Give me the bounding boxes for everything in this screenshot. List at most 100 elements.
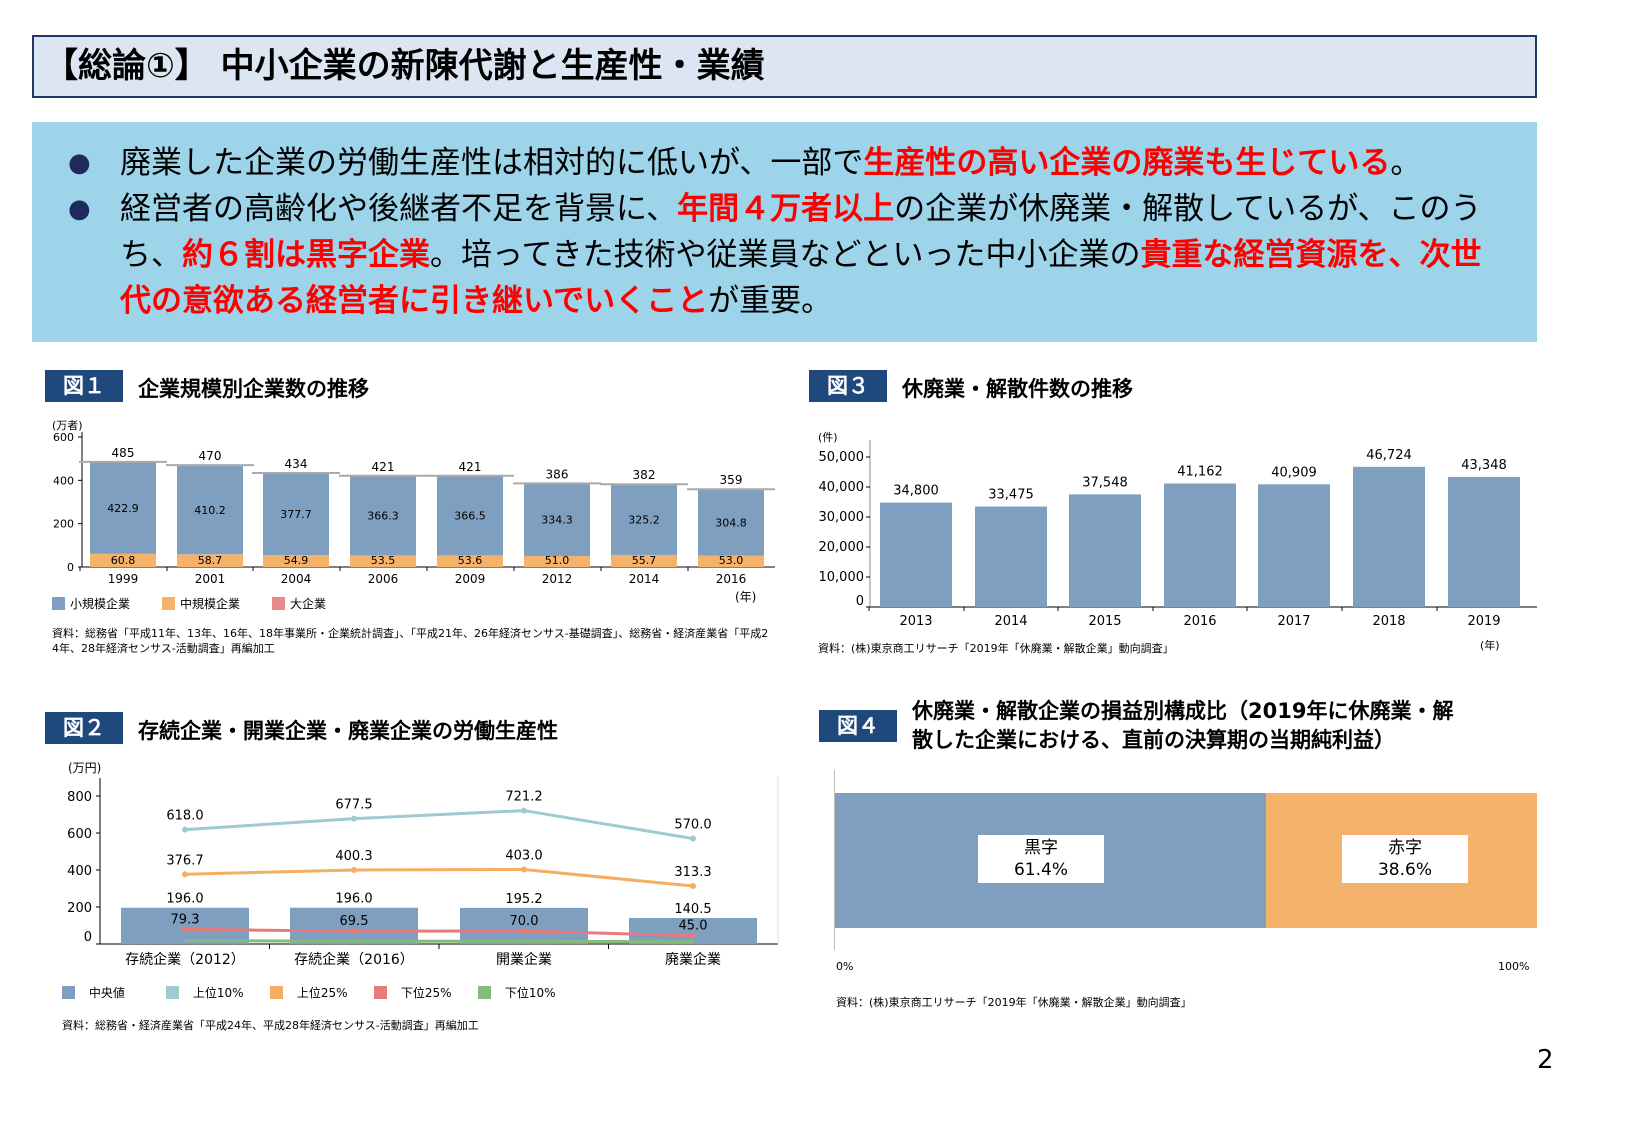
fig2-point-label: 79.3: [171, 912, 200, 927]
fig2-line-上位25%: [184, 867, 694, 888]
fig1-ylabel: (万者): [52, 419, 83, 432]
fig2-ytick-label: 200: [67, 901, 92, 916]
fig3-value-label: 34,800: [893, 484, 939, 499]
fig1-xtick-label: 2016: [716, 572, 747, 586]
fig1-small-label: 410.2: [194, 504, 226, 517]
fig2-point: [351, 866, 357, 873]
fig3-title: 休廃業・解散件数の推移: [902, 377, 1133, 401]
fig1-bar-medium: [90, 553, 156, 567]
fig4-tick-0: 0%: [836, 960, 854, 973]
fig3-value-label: 40,909: [1271, 465, 1317, 480]
fig2-xtick-label: 廃業企業: [665, 951, 721, 968]
fig2-point-label: 618.0: [166, 809, 203, 824]
fig1-bar-small: [177, 465, 243, 555]
fig1-medium-label: 51.0: [545, 554, 570, 567]
fig1-small-label: 366.5: [454, 510, 486, 523]
fig2-xtick-label: 開業企業: [496, 951, 552, 968]
fig3-xtick-label: 2017: [1277, 614, 1310, 629]
fig1-ytick-label: 400: [53, 474, 74, 487]
fig1-bar-medium: [177, 554, 243, 567]
fig1-xtick-label: 2012: [542, 572, 573, 586]
fig3-xtick-label: 2014: [994, 614, 1027, 629]
fig1-bar-small: [263, 473, 329, 556]
fig3-xtick-label: 2019: [1467, 614, 1500, 629]
fig1-xtick-label: 1999: [108, 572, 139, 586]
fig2-point-label: 313.3: [674, 865, 711, 880]
fig1-total-label: 382: [633, 468, 656, 482]
fig2-median-label: 195.2: [505, 892, 542, 907]
fig2-bar-median: [460, 907, 588, 944]
fig2-point-label: 403.0: [505, 848, 542, 863]
fig2-point: [182, 926, 188, 933]
fig1-bar-medium: [611, 554, 677, 567]
fig4-label-profit: 黒字 61.4%: [978, 835, 1104, 883]
fig1-xtick-label: 2006: [368, 572, 399, 586]
bullet-segment: が重要。: [708, 283, 833, 319]
fig1-legend-small: 小規模企業: [52, 595, 130, 612]
fig3-bar: [975, 506, 1047, 607]
fig2-ylabel: (万円): [68, 761, 102, 775]
bullet-2-text: 経営者の高齢化や後継者不足を背景に、年間４万者以上の企業が休廃業・解散しているが…: [120, 186, 1510, 324]
fig2-line-下位10%: [184, 939, 694, 944]
fig1-xtick-label: 2014: [629, 572, 660, 586]
fig4-label: 図４: [819, 710, 897, 742]
fig1-total-label: 359: [720, 473, 743, 487]
fig3-xtick-label: 2015: [1088, 614, 1121, 629]
fig3-value-label: 37,548: [1082, 475, 1128, 490]
fig3-bar: [1069, 494, 1141, 607]
fig4-title-line2: 散した企業における、直前の決算期の当期純利益）: [912, 728, 1395, 752]
fig1-bar-small: [524, 483, 590, 556]
fig4-axis: [834, 770, 835, 950]
fig1-bar-small: [350, 476, 416, 556]
fig2-ytick-label: 800: [67, 790, 92, 805]
fig2-median-label: 196.0: [166, 892, 203, 907]
fig3-label: 図３: [809, 370, 887, 402]
bullet-segment: 年間４万者以上: [677, 191, 895, 227]
fig1-bar-small: [437, 475, 503, 556]
fig1-total-label: 434: [285, 457, 308, 471]
fig2-title: 存続企業・開業企業・廃業企業の労働生産性: [138, 719, 558, 743]
fig2-label: 図２: [45, 712, 123, 744]
fig1-label: 図１: [45, 370, 123, 402]
bullet-segment: 。: [1390, 145, 1422, 181]
bullet-segment: 廃業した企業の労働生産性は相対的に低いが、一部で: [120, 145, 864, 181]
fig2-point: [351, 928, 357, 935]
fig2-point: [521, 866, 527, 873]
fig1-medium-label: 53.5: [371, 554, 396, 567]
fig2-point: [182, 871, 188, 878]
bullet-segment: 貴重な経営資源を、次世代の意欲ある経営者に引き継いでいくこと: [120, 237, 1482, 319]
fig3-ytick-label: 0: [856, 594, 864, 609]
fig1-ytick-label: 0: [67, 561, 74, 574]
bullet-segment: 約６割は黒字企業: [182, 237, 430, 273]
fig1-bar-small: [611, 484, 677, 555]
fig2-source: 資料：総務省・経済産業省「平成24年、平成28年経済センサス-活動調査」再編加工: [62, 1019, 479, 1032]
bullet-1-text: 廃業した企業の労働生産性は相対的に低いが、一部で生産性の高い企業の廃業も生じてい…: [120, 140, 1421, 186]
fig2-point: [521, 807, 527, 814]
fig2-point-label: 70.0: [510, 914, 539, 929]
fig1-xtick-label: 2004: [281, 572, 312, 586]
fig1-total-label: 386: [546, 467, 569, 481]
fig2-point-label: 677.5: [335, 798, 372, 813]
fig2-point-label: 721.2: [505, 790, 542, 805]
fig2-xtick-label: 存続企業（2016）: [294, 951, 414, 968]
fig3-bar: [1164, 483, 1236, 607]
fig2-legend-top10: 上位10%: [166, 984, 244, 1001]
fig2-point-label: 570.0: [674, 818, 711, 833]
bullet-2: ● 経営者の高齢化や後継者不足を背景に、年間４万者以上の企業が休廃業・解散している…: [68, 186, 1537, 324]
fig2-point: [182, 826, 188, 833]
fig1-xtick-label: 2009: [455, 572, 486, 586]
fig1-xtick-label: 2001: [195, 572, 226, 586]
fig3-xtick-label: 2016: [1183, 614, 1216, 629]
fig2-point-label: 69.5: [340, 914, 369, 929]
fig4-source: 資料：(株)東京商工リサーチ「2019年「休廃業・解散企業」動向調査」: [836, 996, 1192, 1009]
fig2-point-label: 400.3: [335, 849, 372, 864]
fig1-bar-small: [90, 462, 156, 554]
fig1-xunit: (年): [735, 590, 757, 604]
fig1-source: 資料：総務省「平成11年、13年、16年、18年事業所・企業統計調査」、「平成2…: [52, 627, 769, 640]
fig3-value-label: 46,724: [1366, 448, 1412, 463]
fig3-xtick-label: 2018: [1372, 614, 1405, 629]
fig3-bar: [1353, 466, 1425, 607]
fig2-point: [690, 932, 696, 939]
bullet-segment: 経営者の高齢化や後継者不足を背景に、: [120, 191, 678, 227]
